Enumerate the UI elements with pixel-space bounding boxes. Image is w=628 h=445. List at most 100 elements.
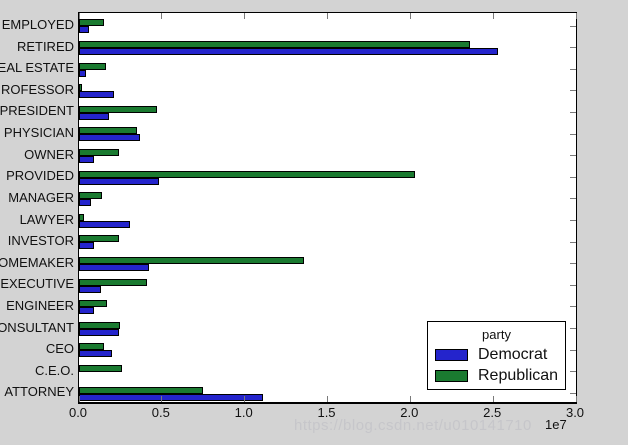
- republican-bar: [79, 170, 416, 178]
- right-axis-tick: [570, 306, 576, 308]
- democrat-bar: [79, 47, 499, 55]
- right-axis-tick: [570, 90, 576, 92]
- x-axis-tick-label: 0.5: [151, 405, 170, 420]
- x-axis-top-tick: [161, 13, 163, 19]
- right-axis-tick: [570, 371, 576, 373]
- right-axis-tick: [570, 155, 576, 157]
- y-axis-tick-label: PRESIDENT: [0, 103, 74, 119]
- x-axis-top-tick: [327, 13, 328, 19]
- x-axis-tick-label: 0.0: [68, 405, 88, 420]
- y-axis-tick-label: OWNER: [24, 146, 74, 162]
- right-axis-tick: [570, 68, 576, 70]
- y-axis-tick-label: OMEMAKER: [0, 254, 74, 270]
- democrat-bar: [79, 328, 119, 336]
- x-axis-tick: [161, 396, 163, 402]
- x-axis-top-tick: [409, 13, 411, 19]
- y-axis-tick-label: EAL ESTATE: [0, 60, 74, 76]
- legend-entry-democrat: Democrat: [435, 346, 565, 363]
- y-axis-tick-label: EXECUTIVE: [0, 276, 74, 292]
- x-axis-tick-label: 1.5: [317, 405, 336, 420]
- democrat-bar: [79, 112, 109, 120]
- right-axis-tick: [570, 263, 576, 265]
- x-axis-tick-label: 3.0: [565, 405, 585, 420]
- plot-area: party Democrat Republican: [78, 12, 577, 404]
- x-axis-top-tick: [492, 13, 494, 19]
- x-axis-tick: [409, 396, 411, 402]
- republican-bar: [79, 84, 83, 92]
- democrat-bar: [79, 393, 263, 401]
- x-axis-offset-label: 1e7: [545, 417, 567, 432]
- right-axis-tick: [570, 111, 576, 113]
- democrat-bar: [79, 350, 113, 358]
- democrat-bar: [79, 91, 114, 99]
- y-axis-tick-label: PROVIDED: [6, 168, 74, 184]
- x-axis-tick-label: 2.0: [400, 405, 419, 420]
- y-axis-tick-label: MANAGER: [8, 189, 74, 205]
- right-axis-tick: [570, 25, 576, 27]
- republican-bar: [79, 192, 103, 200]
- y-axis-tick-label: ENGINEER: [6, 297, 74, 313]
- republican-bar: [79, 148, 119, 156]
- democrat-bar: [79, 220, 131, 228]
- y-axis-tick-label: LAWYER: [19, 211, 74, 227]
- republican-bar: [79, 257, 305, 265]
- x-axis-tick: [244, 396, 246, 402]
- right-axis-tick: [570, 284, 576, 286]
- y-axis-tick-label: ATTORNEY: [4, 384, 74, 400]
- y-axis-tick-label: RETIRED: [16, 38, 74, 54]
- democrat-bar: [79, 134, 141, 142]
- y-axis-tick-label: ROFESSOR: [1, 81, 74, 97]
- democrat-bar: [79, 155, 94, 163]
- legend-title: party: [482, 327, 511, 342]
- legend-entry-republican: Republican: [435, 367, 565, 384]
- right-axis-tick: [570, 176, 576, 178]
- right-axis-tick: [570, 349, 576, 351]
- republican-bar: [79, 300, 108, 308]
- right-axis-tick: [570, 198, 576, 200]
- y-axis-tick-label: ONSULTANT: [0, 319, 74, 335]
- republican-bar: [79, 19, 104, 27]
- y-axis-tick-label: C.E.O.: [34, 362, 74, 378]
- y-axis-tick-label: CEO: [45, 341, 74, 357]
- republican-bar: [79, 365, 123, 373]
- right-axis-tick: [570, 220, 576, 221]
- legend-label-republican: Republican: [478, 367, 559, 384]
- democrat-bar: [79, 264, 149, 272]
- republican-bar: [79, 278, 147, 286]
- right-axis-tick: [570, 47, 576, 49]
- x-axis-tick-label: 1.0: [234, 405, 253, 420]
- republican-bar: [79, 343, 104, 351]
- right-axis-tick: [570, 133, 576, 135]
- democrat-bar: [79, 199, 91, 207]
- republican-bar: [79, 127, 137, 135]
- y-axis-tick-label: INVESTOR: [7, 233, 74, 249]
- democrat-bar: [79, 285, 101, 293]
- republican-bar: [79, 105, 157, 113]
- x-axis-tick-label: 2.5: [483, 405, 502, 420]
- x-axis-top-tick: [78, 13, 80, 19]
- x-axis-tick: [575, 396, 577, 402]
- democrat-bar: [79, 307, 94, 315]
- right-axis-tick: [570, 241, 576, 243]
- republican-swatch-icon: [435, 369, 468, 382]
- legend-label-democrat: Democrat: [478, 346, 548, 363]
- right-axis-tick: [570, 328, 576, 330]
- republican-bar: [79, 213, 84, 221]
- republican-bar: [79, 40, 470, 48]
- x-axis-top-tick: [575, 13, 577, 19]
- democrat-bar: [79, 26, 89, 34]
- democrat-bar: [79, 242, 94, 250]
- x-axis-tick: [327, 396, 328, 402]
- republican-bar: [79, 386, 204, 394]
- x-axis-tick: [78, 396, 80, 402]
- republican-bar: [79, 62, 106, 70]
- democrat-bar: [79, 177, 159, 185]
- x-axis-tick: [492, 396, 494, 402]
- y-axis-tick-label: PHYSICIAN: [3, 125, 74, 141]
- democrat-bar: [79, 69, 86, 77]
- x-axis-top-tick: [244, 13, 246, 19]
- legend: party Democrat Republican: [427, 321, 566, 390]
- democrat-swatch-icon: [435, 348, 468, 361]
- right-axis-tick: [570, 392, 576, 394]
